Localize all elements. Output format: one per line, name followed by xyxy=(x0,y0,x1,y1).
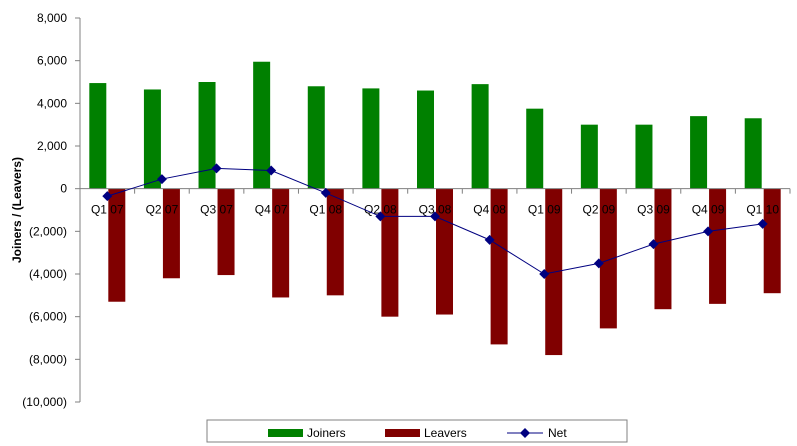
x-tick-label: Q4 07 xyxy=(255,203,288,217)
joiners-bar xyxy=(89,83,107,189)
x-tick-label: Q4 08 xyxy=(473,203,506,217)
leavers-bar xyxy=(763,188,781,294)
x-tick-label: Q1 10 xyxy=(746,203,779,217)
x-tick-label: Q3 08 xyxy=(419,203,452,217)
joiners-bar xyxy=(362,88,380,189)
y-tick-label: (6,000) xyxy=(29,310,67,324)
y-tick-label: (10,000) xyxy=(22,395,67,409)
x-tick-label: Q2 07 xyxy=(146,203,179,217)
joiners-bar xyxy=(417,90,434,189)
legend-joiners-label: Joiners xyxy=(307,426,346,440)
y-tick-label: 0 xyxy=(60,182,67,196)
leavers-bar xyxy=(599,188,617,329)
joiners-bar xyxy=(253,61,271,189)
y-tick-label: 4,000 xyxy=(37,96,67,110)
net-marker xyxy=(375,211,386,222)
leavers-bar xyxy=(490,188,508,345)
legend-joiners-swatch xyxy=(268,429,303,437)
joiners-bar xyxy=(635,124,653,189)
net-marker xyxy=(102,191,113,202)
y-tick-label: (8,000) xyxy=(29,352,67,366)
leavers-bar xyxy=(108,188,126,302)
x-tick-label: Q1 07 xyxy=(91,203,124,217)
joiners-bar xyxy=(307,86,325,189)
x-tick-label: Q3 09 xyxy=(637,203,670,217)
y-tick-label: 2,000 xyxy=(37,139,67,153)
y-axis-label-group: Joiners / (Leavers) xyxy=(10,157,24,263)
y-tick-label: 6,000 xyxy=(37,54,67,68)
y-axis-label: Joiners / (Leavers) xyxy=(10,157,24,263)
y-axis-ticks: 8,000 6,000 4,000 2,000 0 (2,000) (4,000) (6,00… xyxy=(22,11,80,409)
bars xyxy=(89,61,781,356)
net-marker xyxy=(593,258,604,269)
net-marker xyxy=(757,218,768,229)
axes xyxy=(79,18,791,402)
joiners-bar xyxy=(143,89,161,189)
joiners-bar xyxy=(744,118,762,189)
legend: Joiners Leavers Net xyxy=(206,419,628,443)
joiners-bar xyxy=(526,108,544,189)
joiners-bar xyxy=(580,124,598,189)
leavers-bar xyxy=(272,188,290,298)
net-marker xyxy=(430,211,440,222)
legend-net-label: Net xyxy=(548,426,567,440)
legend-net-marker xyxy=(520,428,530,438)
x-axis-tick-labels: Q1 07 Q2 07 Q3 07 Q4 07 Q1 08 Q2 08 Q3 08 Q4 08… xyxy=(91,203,779,217)
joiners-bar xyxy=(198,82,216,189)
leavers-bar xyxy=(217,188,235,276)
joiners-bar xyxy=(690,116,708,189)
net-marker xyxy=(266,165,277,176)
legend-leavers-label: Leavers xyxy=(424,426,467,440)
joiners-bar xyxy=(471,84,489,189)
net-marker xyxy=(211,163,222,174)
y-tick-label: 8,000 xyxy=(37,11,67,25)
x-tick-label: Q2 09 xyxy=(582,203,615,217)
leavers-bar xyxy=(162,188,180,279)
y-tick-label: (2,000) xyxy=(29,224,67,238)
legend-leavers-swatch xyxy=(385,429,420,437)
x-tick-label: Q1 09 xyxy=(528,203,561,217)
y-tick-label: (4,000) xyxy=(29,267,67,281)
net-marker xyxy=(703,226,714,237)
leavers-bar xyxy=(326,188,344,296)
leavers-bar xyxy=(381,188,399,317)
net-marker xyxy=(156,174,167,185)
x-tick-label: Q3 07 xyxy=(200,203,233,217)
leavers-bar xyxy=(436,188,453,315)
x-tick-label: Q4 09 xyxy=(692,203,725,217)
x-tick-label: Q1 08 xyxy=(309,203,342,217)
net-marker xyxy=(648,239,659,250)
net-marker xyxy=(539,269,550,279)
leavers-bar xyxy=(654,188,672,310)
net-marker xyxy=(484,234,495,245)
net-line-layer xyxy=(102,163,768,279)
net-marker xyxy=(320,187,331,198)
leavers-bar xyxy=(709,188,727,304)
